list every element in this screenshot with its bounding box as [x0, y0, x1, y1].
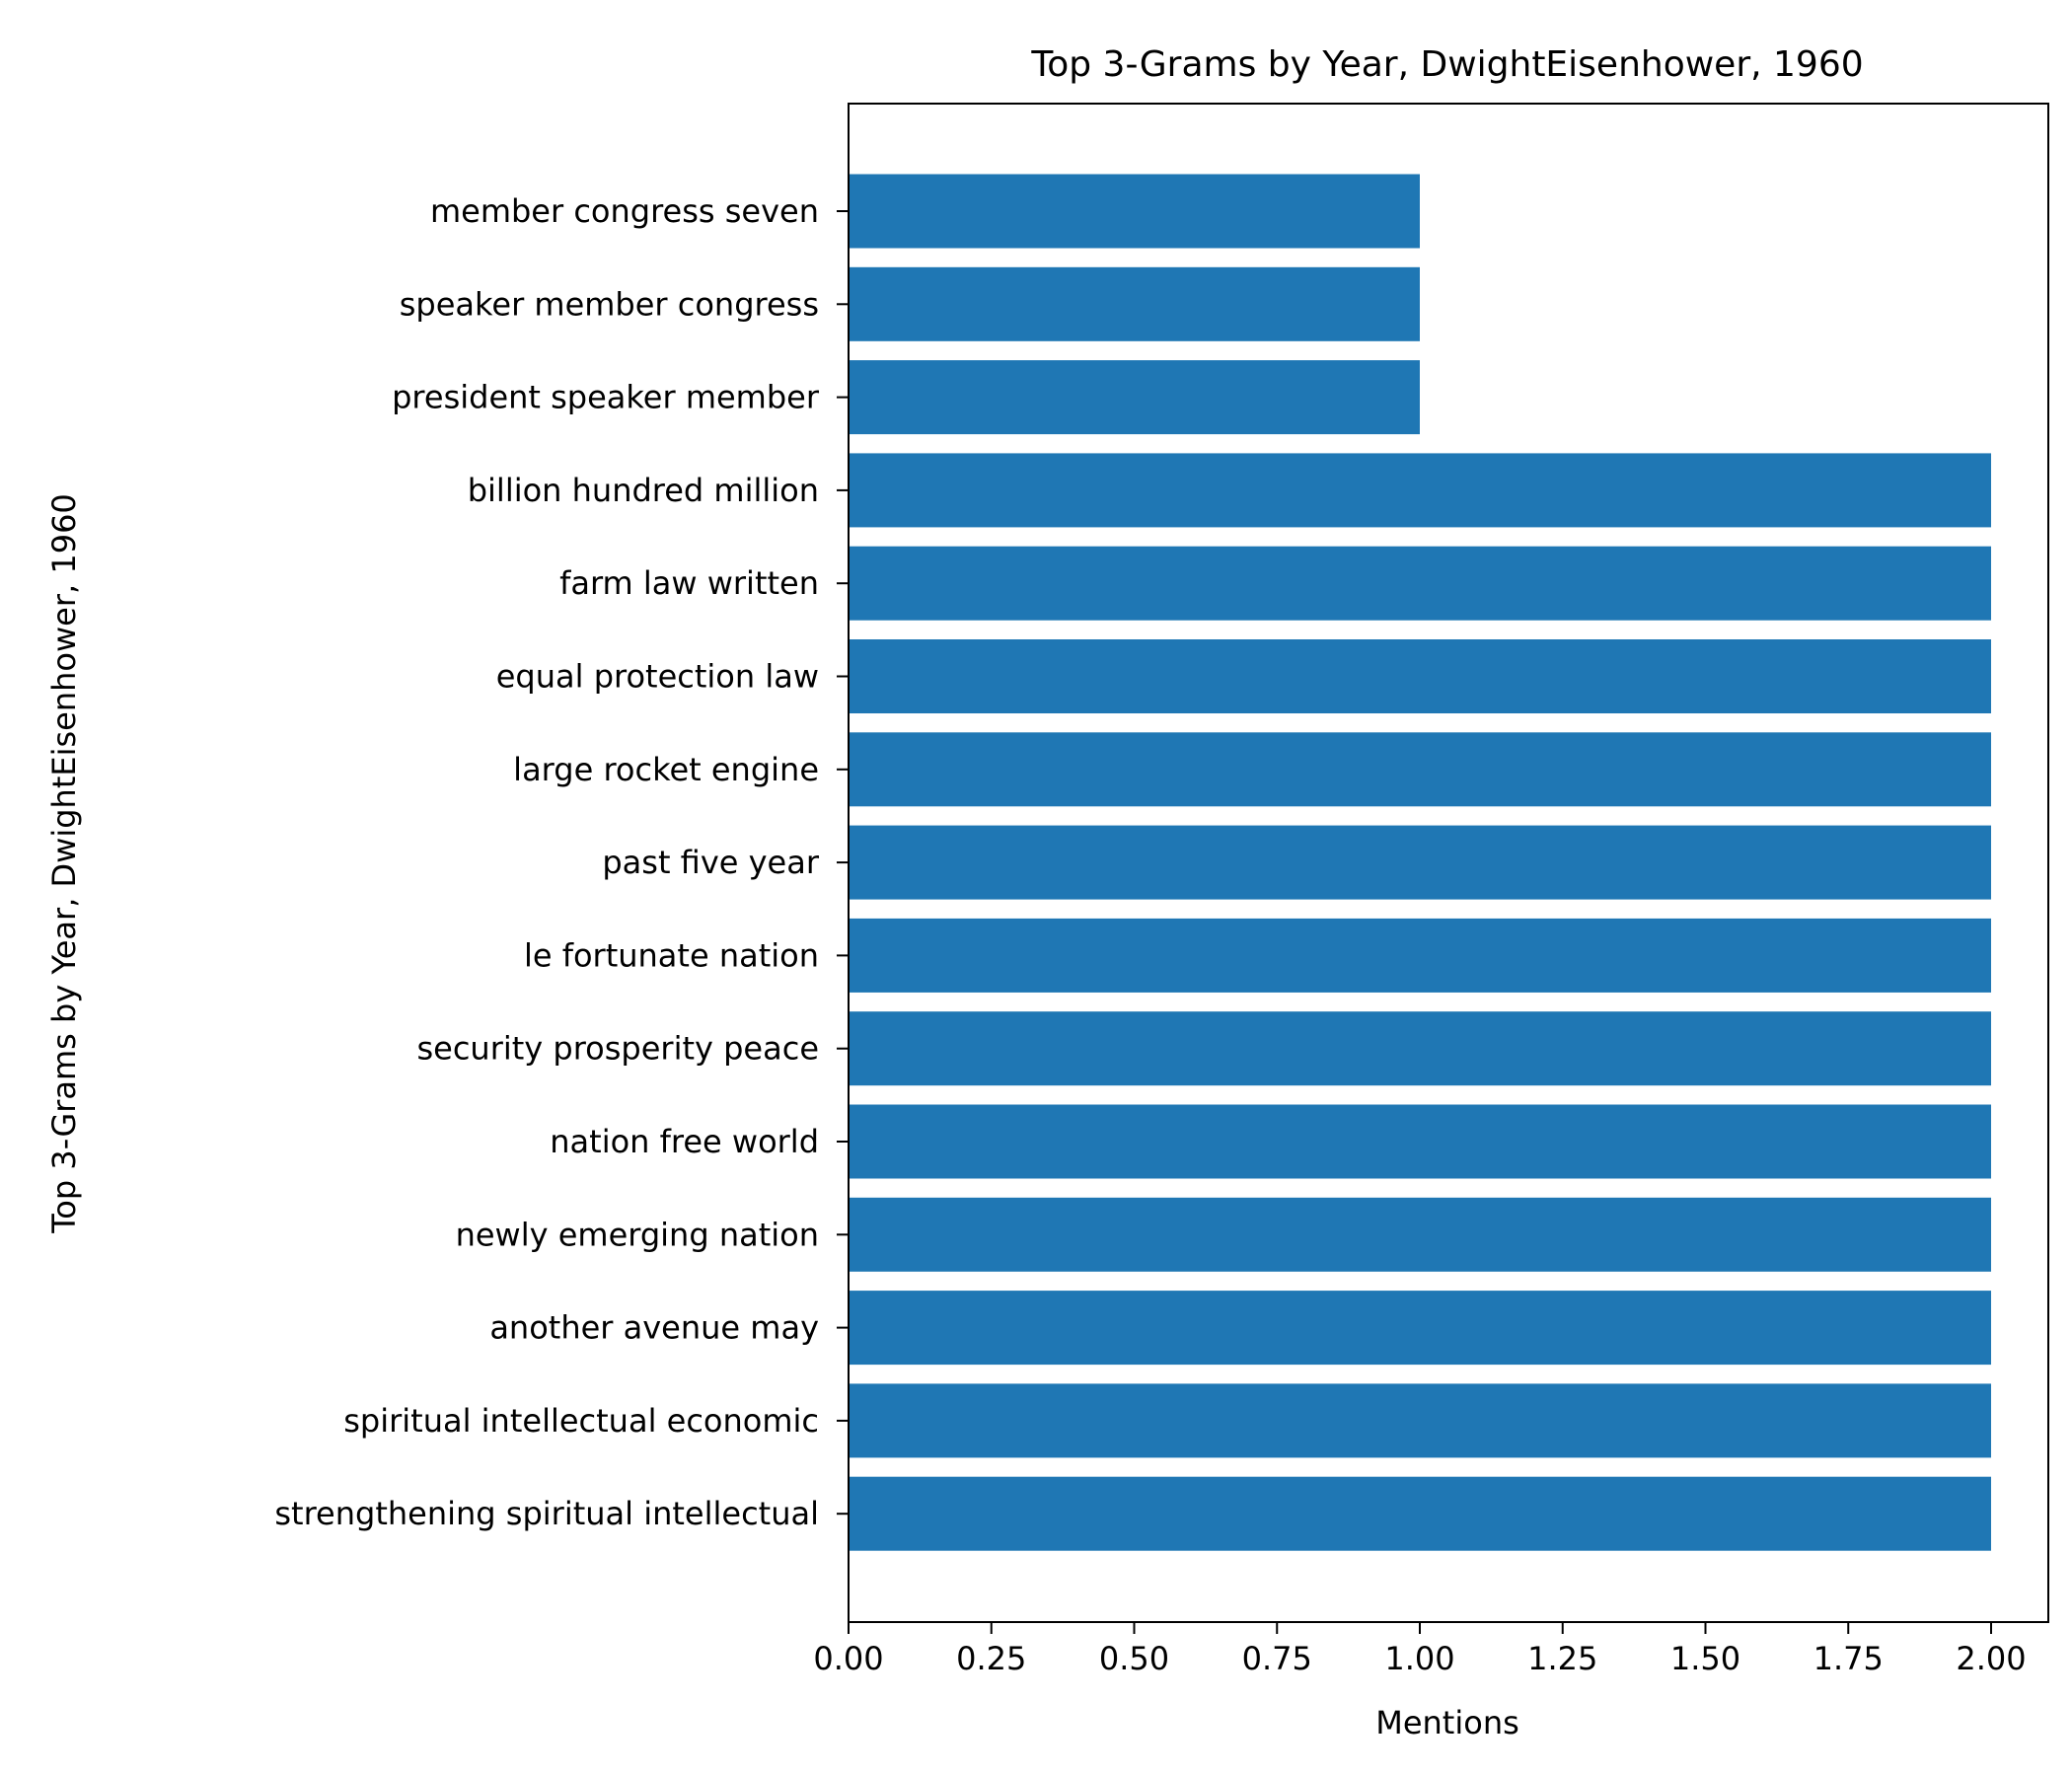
x-axis-label: Mentions: [1375, 1704, 1519, 1741]
y-tick-label: billion hundred million: [468, 472, 819, 509]
x-tick-label: 1.75: [1813, 1640, 1884, 1677]
y-tick-label: nation free world: [550, 1123, 819, 1160]
y-tick-label: security prosperity peace: [416, 1030, 819, 1068]
y-axis-ticks: member congress seven speaker member cong…: [274, 192, 849, 1532]
bar: [849, 1291, 1991, 1366]
bar: [849, 732, 1991, 807]
bar: [849, 546, 1991, 621]
y-tick-label: member congress seven: [430, 192, 819, 230]
bars: [849, 174, 1991, 1551]
bar: [849, 360, 1420, 435]
x-tick-label: 0.50: [1099, 1640, 1169, 1677]
y-tick-label: speaker member congress: [400, 285, 819, 323]
bar: [849, 1011, 1991, 1086]
x-tick-label: 1.50: [1670, 1640, 1740, 1677]
x-tick-label: 2.00: [1956, 1640, 2026, 1677]
y-tick-label: le fortunate nation: [524, 936, 819, 974]
y-tick-label: large rocket engine: [513, 751, 819, 788]
x-axis-ticks: 0.00 0.25 0.50 0.75 1.00 1.25 1.50 1.75 2.00: [813, 1622, 2027, 1677]
y-tick-label: president speaker member: [392, 379, 820, 416]
bar: [849, 1476, 1991, 1551]
bar: [849, 1197, 1991, 1272]
bar: [849, 825, 1991, 900]
y-tick-label: past five year: [602, 844, 820, 881]
bar: [849, 266, 1420, 341]
x-tick-label: 0.75: [1242, 1640, 1312, 1677]
y-tick-label: strengthening spiritual intellectual: [274, 1495, 819, 1532]
chart-title: Top 3-Grams by Year, DwightEisenhower, 1…: [1030, 44, 1863, 85]
x-tick-label: 1.25: [1527, 1640, 1597, 1677]
bar: [849, 1383, 1991, 1458]
y-tick-label: another avenue may: [489, 1309, 819, 1347]
y-axis-label: Top 3-Grams by Year, DwightEisenhower, 1…: [45, 493, 83, 1234]
plot-frame: [848, 103, 2049, 1623]
y-tick-label: newly emerging nation: [456, 1216, 819, 1253]
y-tick-label: spiritual intellectual economic: [343, 1402, 819, 1440]
bar: [849, 918, 1991, 993]
bar: [849, 174, 1420, 249]
bar: [849, 639, 1991, 713]
x-tick-label: 0.00: [813, 1640, 883, 1677]
x-tick-label: 0.25: [956, 1640, 1026, 1677]
bar: [849, 1104, 1991, 1179]
y-tick-label: equal protection law: [496, 658, 819, 696]
y-tick-label: farm law written: [559, 564, 819, 602]
bar: [849, 453, 1991, 528]
x-tick-label: 1.00: [1384, 1640, 1454, 1677]
